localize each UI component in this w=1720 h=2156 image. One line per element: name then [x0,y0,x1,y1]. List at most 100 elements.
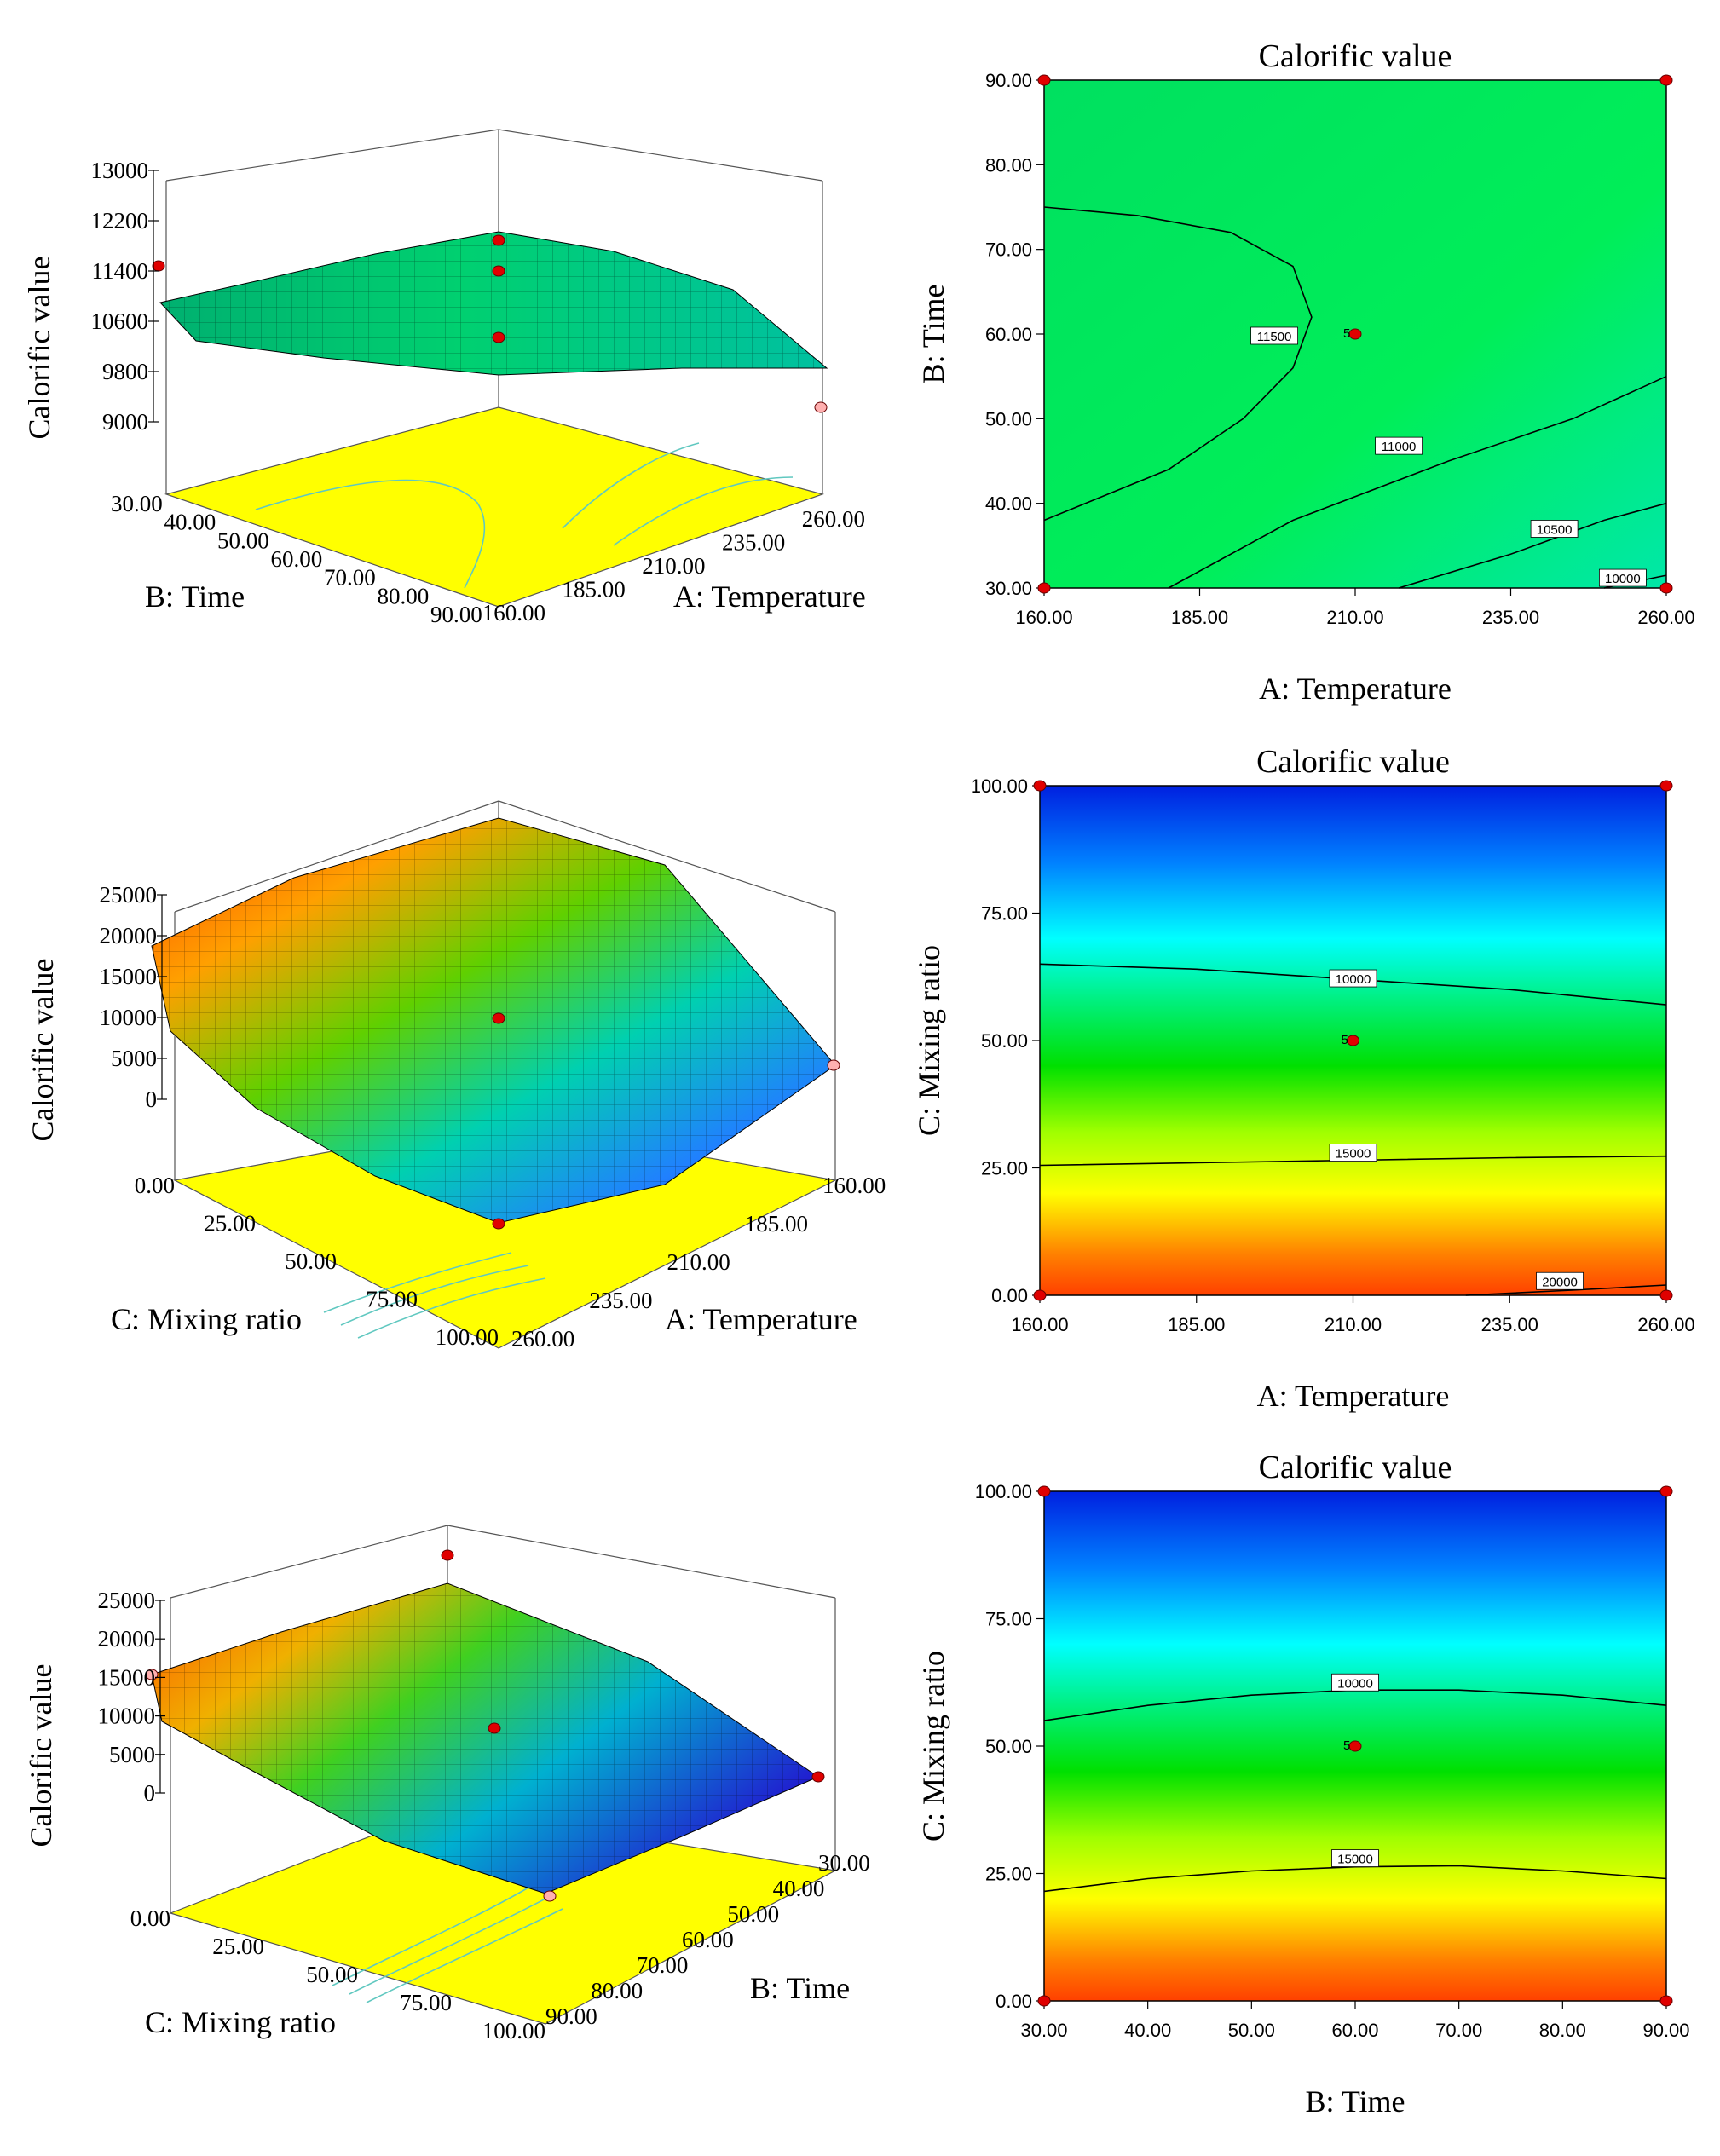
design-point [1037,74,1051,86]
y-axis-label: A: Temperature [665,1302,857,1336]
x-tick-label: 235.00 [1481,1314,1538,1335]
y-tick-label: 40.00 [985,493,1032,515]
box-edge [165,129,499,182]
design-point [1347,1035,1359,1046]
y-tick-label: 50.00 [985,1736,1032,1757]
y-axis-label: B: Time [916,284,950,383]
y-tick-label: 185.00 [745,1211,808,1237]
design-point [1659,780,1673,792]
y-tick-label: 75.00 [981,903,1028,925]
y-tick-label: 25.00 [985,1864,1032,1885]
box-edge [447,1525,836,1599]
surface-plot-temperature-time: 9000 9800 10600 11400 12200 13000 Calorific va… [22,129,866,627]
floor-contour [332,1887,529,1986]
surface-mesh [152,1583,818,1894]
design-point [1659,1485,1673,1497]
floor-plane [164,406,825,608]
x-tick-label: 75.00 [400,1990,452,2015]
y-tick-label: 75.00 [985,1609,1032,1630]
x-tick-label: 260.00 [1637,1314,1694,1335]
contour-label: 10000 [1336,972,1371,987]
x-axis-label: C: Mixing ratio [145,2005,336,2039]
z-axis-label: Calorific value [24,1664,58,1848]
z-tick-label: 20000 [100,923,158,948]
x-axis-label: A: Temperature [1257,1379,1450,1413]
x-tick-label: 25.00 [204,1211,256,1237]
x-tick-label: 210.00 [642,553,705,579]
x-tick-label: 90.00 [1642,2020,1689,2041]
design-point [492,331,505,343]
design-point [1659,1289,1673,1301]
contour-label-box [1375,436,1423,455]
design-point [145,1669,159,1680]
x-tick-label: 235.00 [1482,607,1539,628]
x-tick-label: 40.00 [1124,2020,1171,2041]
y-tick-label: 70.00 [637,1952,689,1978]
floor-contour [349,1898,546,1995]
design-point [441,1549,454,1561]
design-point [814,401,828,413]
y-tick-label: 90.00 [545,2003,597,2029]
y-tick-label: 30.00 [111,491,163,516]
contour-label-box [1250,326,1298,345]
contour-label-box [1331,1849,1379,1867]
y-tick-label: 50.00 [727,1901,779,1927]
y-axis-label: C: Mixing ratio [912,945,946,1136]
z-tick-label: 9000 [102,409,148,435]
chart-title: Calorific value [1259,38,1452,74]
y-tick-label: 60.00 [682,1927,734,1952]
x-tick-label: 260.00 [802,506,865,532]
z-tick-label: 20000 [98,1626,156,1652]
x-tick-label: 210.00 [1325,1314,1382,1335]
design-point [1348,1740,1362,1752]
contour-label: 11000 [1382,440,1417,454]
contour-plot-temperature-time: Calorific value 160.00 185.00 210.00 235.00 2… [916,38,1695,706]
z-tick-label: 25000 [100,882,158,908]
design-point [1348,328,1362,340]
contour-label-box [1329,1144,1377,1162]
y-tick-label: 80.00 [985,154,1032,176]
x-axis-label: B: Time [1305,2084,1405,2119]
x-tick-label: 75.00 [366,1287,418,1312]
surface-plot-mixing-time: 0 5000 10000 15000 20000 25000 Calorific value… [24,1525,870,2044]
surface-plot-mixing-temperature: 0 5000 10000 15000 20000 25000 Calorific value… [26,800,886,1352]
x-tick-label: 80.00 [1539,2020,1586,2041]
y-tick-label: 50.00 [217,527,269,553]
surface-mesh [160,232,827,375]
contour-label: 10000 [1337,1676,1373,1691]
contour-label: 20000 [1542,1275,1578,1289]
y-tick-label: 100.00 [975,1481,1032,1502]
y-tick-label: 160.00 [822,1173,886,1198]
y-tick-label: 80.00 [378,583,430,608]
design-point [488,1722,501,1734]
z-tick-label: 0 [146,1087,158,1112]
contour-line [1168,375,1667,589]
x-tick-label: 185.00 [1171,607,1228,628]
y-tick-label: 30.00 [985,578,1032,599]
z-tick-label: 15000 [98,1664,156,1690]
z-tick-label: 13000 [91,158,149,183]
center-point-count: 5 [1343,1738,1350,1753]
z-tick-label: 25000 [98,1588,156,1613]
y-tick-label: 90.00 [985,70,1032,91]
x-tick-label: 0.00 [135,1173,175,1198]
design-point [1037,1995,1051,2007]
z-axis-label: Calorific value [26,959,60,1142]
z-tick-label: 15000 [100,964,158,989]
y-tick-label: 210.00 [667,1249,730,1275]
contour-label: 15000 [1337,1853,1373,1867]
x-axis-label: A: Temperature [673,579,866,614]
z-tick-label: 5000 [111,1046,157,1071]
center-point-count: 5 [1342,1033,1348,1047]
y-tick-label: 25.00 [981,1158,1028,1179]
y-tick-label: 260.00 [511,1326,574,1352]
design-point [152,260,165,272]
x-axis-label: C: Mixing ratio [111,1302,302,1336]
floor-plane [169,1806,837,2025]
design-point [543,1890,557,1902]
contour-label-box [1331,1673,1379,1692]
z-tick-label: 10000 [98,1703,156,1729]
z-tick-label: 0 [144,1780,156,1806]
